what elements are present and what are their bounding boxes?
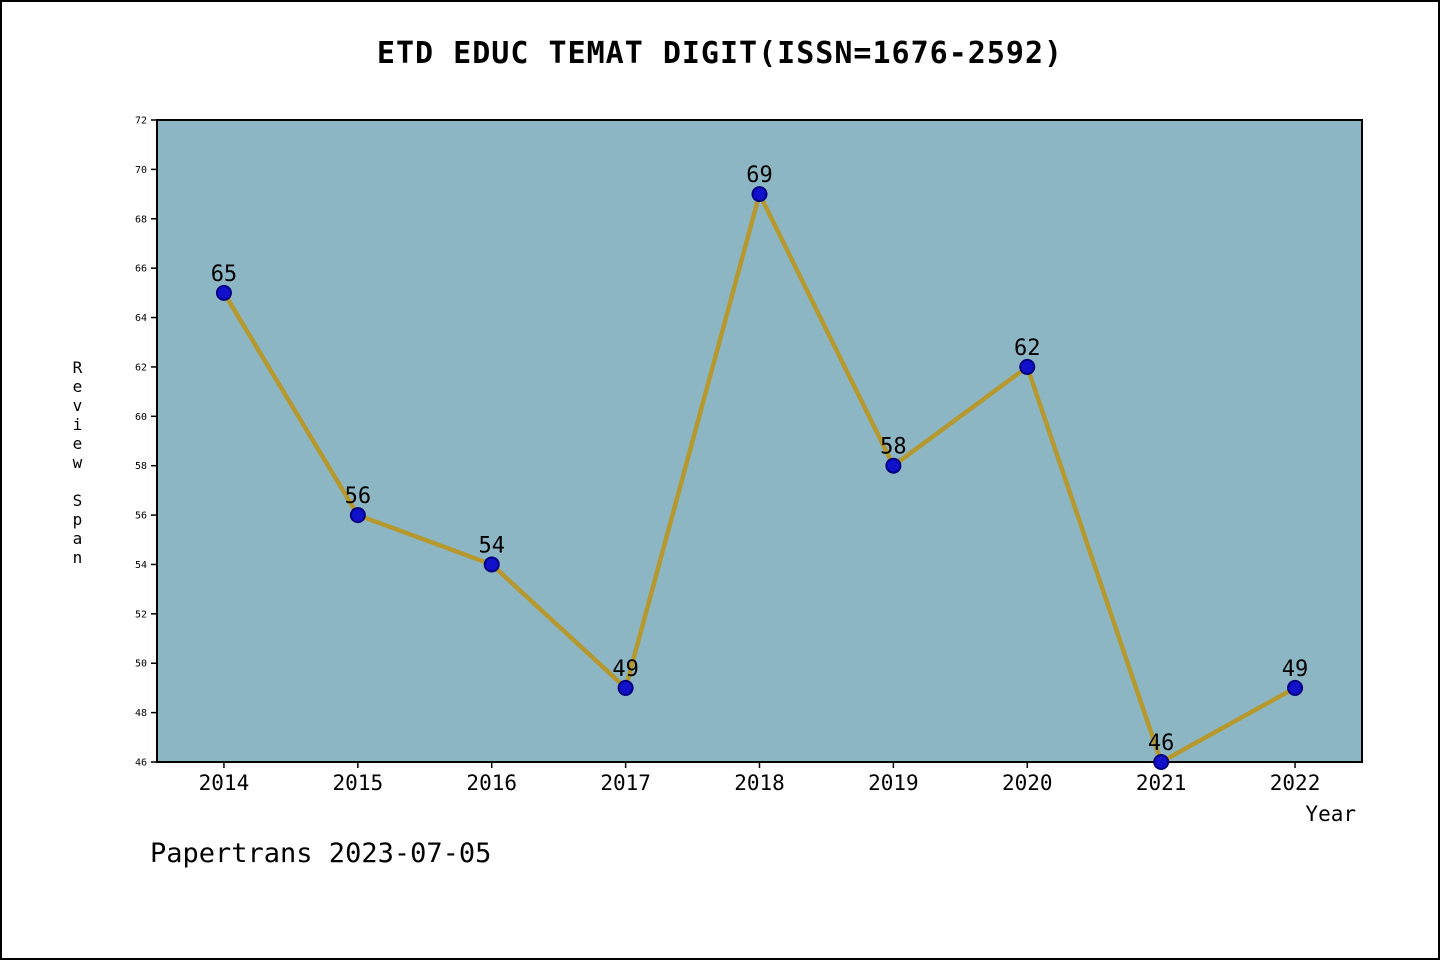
watermark-text: Papertrans 2023-07-05 <box>150 838 492 869</box>
y-tick-label: 68 <box>135 214 147 225</box>
value-label: 56 <box>345 484 372 509</box>
x-tick-label: 2022 <box>1270 771 1321 795</box>
y-tick-label: 64 <box>135 313 147 324</box>
y-tick-label: 54 <box>135 560 147 571</box>
data-point <box>1153 754 1170 770</box>
value-label: 58 <box>880 435 907 460</box>
value-label: 46 <box>1148 731 1175 756</box>
y-tick-label: 48 <box>135 708 147 719</box>
y-axis-label: Review Span <box>68 358 87 567</box>
x-tick-label: 2021 <box>1136 771 1187 795</box>
data-point <box>617 679 634 696</box>
data-point <box>483 556 500 573</box>
x-tick-label: 2016 <box>466 771 517 795</box>
x-tick-label: 2020 <box>1002 771 1053 795</box>
x-tick-label: 2018 <box>734 771 785 795</box>
x-tick-label: 2015 <box>333 771 384 795</box>
x-axis-label: Year <box>1305 802 1356 826</box>
data-point <box>1019 358 1036 375</box>
y-tick-label: 50 <box>135 659 147 670</box>
value-label: 65 <box>211 262 238 287</box>
data-point <box>215 284 232 301</box>
data-point <box>349 507 366 524</box>
y-tick-label: 46 <box>135 758 147 769</box>
y-tick-label: 56 <box>135 511 147 522</box>
y-tick-label: 66 <box>135 264 147 275</box>
value-label: 69 <box>746 163 773 188</box>
y-tick-label: 62 <box>135 362 147 373</box>
x-tick-label: 2017 <box>600 771 651 795</box>
y-tick-label: 60 <box>135 412 147 423</box>
data-point <box>1287 679 1304 696</box>
value-label: 54 <box>478 533 505 558</box>
x-tick-label: 2014 <box>199 771 250 795</box>
plot-area <box>156 119 1363 763</box>
y-tick-label: 58 <box>135 461 147 472</box>
chart-title: ETD EDUC TEMAT DIGIT(ISSN=1676-2592) <box>376 36 1064 71</box>
y-tick-label: 72 <box>135 116 147 127</box>
data-point <box>885 457 902 474</box>
x-tick-label: 2019 <box>868 771 919 795</box>
value-label: 62 <box>1014 336 1041 361</box>
y-tick-label: 52 <box>135 609 147 620</box>
value-label: 49 <box>612 657 639 682</box>
data-point <box>751 186 768 203</box>
y-tick-label: 70 <box>135 165 147 176</box>
value-label: 49 <box>1282 657 1309 682</box>
